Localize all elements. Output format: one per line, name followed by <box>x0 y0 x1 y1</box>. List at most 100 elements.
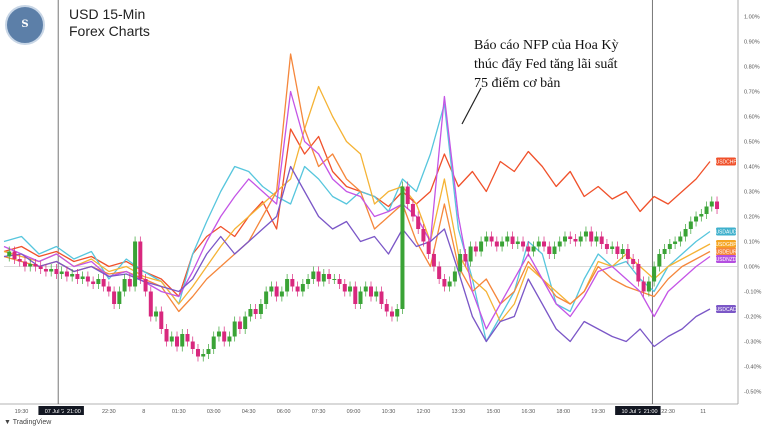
candle-body <box>557 241 562 247</box>
x-tick-label: 07 Jul '22 <box>45 409 68 415</box>
candle-body <box>117 291 122 304</box>
candle-body <box>484 236 489 242</box>
x-tick-label: 04:30 <box>242 409 256 415</box>
candle-body <box>353 286 358 304</box>
y-tick-label: 0.60% <box>744 115 760 121</box>
logo-mark: S <box>21 19 29 30</box>
candle-body <box>342 284 347 292</box>
candle-body <box>610 246 615 249</box>
x-tick-highlight <box>640 406 661 415</box>
candle-body <box>531 246 536 252</box>
candle-body <box>279 291 284 297</box>
candle-body <box>253 309 258 314</box>
candle-body <box>300 284 305 292</box>
candle-body <box>154 311 159 317</box>
candle-body <box>683 229 688 237</box>
brand-logo: S <box>5 5 45 45</box>
candle-body <box>599 236 604 244</box>
tradingview-label: TradingView <box>12 419 52 426</box>
candle-body <box>28 264 33 267</box>
candle-body <box>332 279 337 280</box>
candle-body <box>206 349 211 354</box>
candle-body <box>620 249 625 254</box>
candle-body <box>91 281 96 284</box>
candle-body <box>70 274 75 277</box>
candle-body <box>180 334 185 347</box>
candle-body <box>489 236 494 242</box>
y-tick-label: 0.20% <box>744 215 760 221</box>
candle-body <box>185 334 190 342</box>
candle-body <box>175 336 180 347</box>
chart-title-line1: USD 15-Min <box>69 6 146 22</box>
candle-body <box>437 266 442 279</box>
candle-body <box>112 291 117 304</box>
candle-body <box>379 291 384 304</box>
candle-body <box>38 266 43 269</box>
candle-body <box>578 236 583 242</box>
candle-body <box>410 204 415 217</box>
candle-body <box>678 236 683 242</box>
candle-body <box>101 279 106 287</box>
x-tick-label: 06:00 <box>277 409 291 415</box>
candle-body <box>106 286 111 292</box>
candle-body <box>348 286 353 292</box>
y-tick-label: -0.30% <box>744 340 762 346</box>
candle-body <box>227 336 232 342</box>
y-tick-label: -0.40% <box>744 365 762 371</box>
tag-label-usdcad: USDCAD <box>715 307 737 313</box>
candle-body <box>321 274 326 282</box>
candle-body <box>510 236 515 244</box>
y-tick-label: 0.50% <box>744 140 760 146</box>
x-tick-label: 15:00 <box>486 409 500 415</box>
candle-body <box>169 336 174 342</box>
tag-usdaud <box>716 227 736 236</box>
y-tick-label: 0.10% <box>744 240 760 246</box>
tag-label-usdchf: USDCHF <box>716 159 737 165</box>
chart-title-line2: Forex Charts <box>69 23 150 39</box>
candle-body <box>699 214 704 217</box>
y-tick-label: 0.30% <box>744 190 760 196</box>
series-line-usdaud <box>3 103 711 343</box>
candle-body <box>133 241 138 287</box>
candle-body <box>127 279 132 287</box>
x-tick-label: 01:30 <box>172 409 186 415</box>
x-tick-label: 09:00 <box>347 409 361 415</box>
candle-body <box>667 244 672 249</box>
candle-body <box>526 246 531 252</box>
candle-body <box>688 221 693 229</box>
candle-body <box>295 286 300 292</box>
candle-body <box>500 241 505 247</box>
candle-body <box>405 186 410 204</box>
candle-body <box>12 251 17 259</box>
candle-body <box>494 241 499 247</box>
candle-body <box>631 259 636 264</box>
candle-body <box>43 269 48 272</box>
candle-body <box>625 249 630 259</box>
candle-body <box>426 241 431 254</box>
candle-body <box>431 254 436 267</box>
candle-body <box>615 246 620 254</box>
candle-body <box>452 271 457 282</box>
candle-body <box>536 241 541 247</box>
candle-body <box>515 241 520 244</box>
candle-body <box>374 291 379 297</box>
candle-body <box>22 261 27 267</box>
candle-body <box>442 279 447 287</box>
candle-body <box>49 269 54 272</box>
candle-body <box>269 286 274 292</box>
candle-body <box>216 331 221 337</box>
x-tick-label: 12:00 <box>417 409 431 415</box>
y-tick-label: -0.20% <box>744 315 762 321</box>
x-tick-label: 03:00 <box>207 409 221 415</box>
candle-body <box>17 259 22 262</box>
candle-body <box>395 309 400 317</box>
tradingview-logo[interactable]: ▼ TradingView <box>4 419 51 426</box>
x-tick-label: 13:30 <box>451 409 465 415</box>
candle-body <box>195 349 200 357</box>
candle-body <box>164 329 169 342</box>
candle-body <box>148 291 153 317</box>
candle-body <box>337 279 342 284</box>
candle-body <box>327 274 332 279</box>
tag-usdgbp <box>716 240 736 248</box>
